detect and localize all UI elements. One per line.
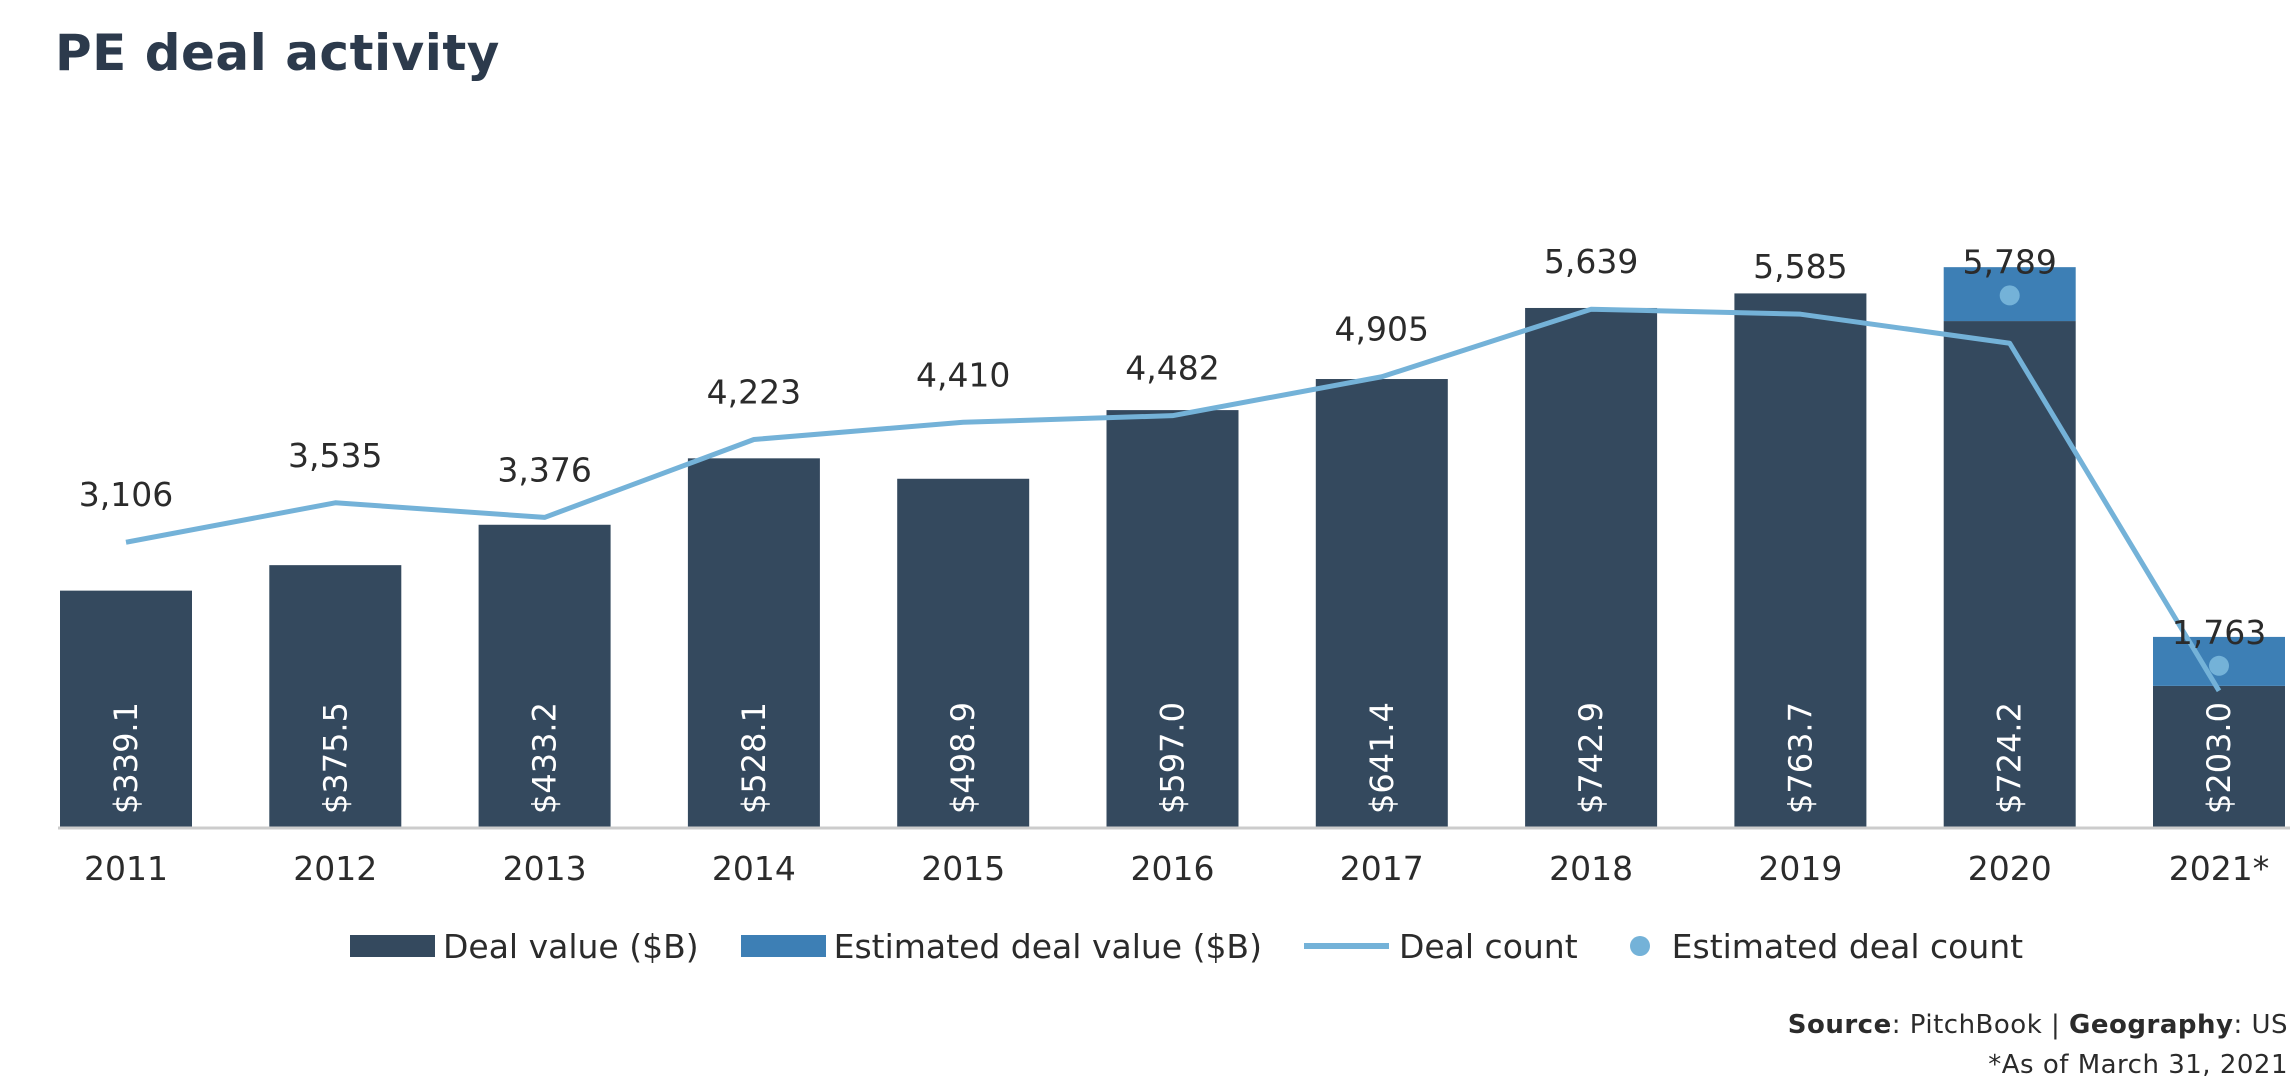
chart-plot: $339.1 2011 $375.5 2012 $433.2 2013 $528.1 2014… xyxy=(58,242,2290,888)
legend-swatch-estimated-deal-count xyxy=(1629,936,1650,956)
deal-value-label-2018: $742.9 xyxy=(1572,702,1610,814)
deal-value-label-2017: $641.4 xyxy=(1363,702,1401,814)
deal-count-label-2012: 3,535 xyxy=(288,436,382,475)
bar-deal-value-2015 xyxy=(897,478,1030,828)
x-tick-label-2011: 2011 xyxy=(84,849,168,888)
bar-deal-value-2018 xyxy=(1525,307,1658,829)
x-tick-label-2019: 2019 xyxy=(1758,849,1842,888)
legend-label-deal-count: Deal count xyxy=(1398,926,1578,966)
estimated-count-point-2020 xyxy=(1999,285,2020,306)
bar-deal-value-2011 xyxy=(60,590,192,828)
legend-item-estimated-deal-count: Estimated deal count xyxy=(1620,927,2023,966)
estimated-count-point-2021 xyxy=(2209,655,2229,676)
deal-value-label-2016: $597.0 xyxy=(1154,702,1192,814)
chart-title: PE deal activity xyxy=(55,24,500,82)
legend-item-deal-count: Deal count xyxy=(1303,926,1578,966)
source-note: Source: PitchBook | Geography: US xyxy=(1788,1010,2288,1040)
legend: Deal value ($B) Estimated deal value ($B… xyxy=(350,922,2065,970)
bar-deal-value-2019 xyxy=(1734,293,1867,828)
deal-value-label-2014: $528.1 xyxy=(735,702,773,814)
bar-deal-value-2012 xyxy=(269,565,402,828)
x-tick-label-2015: 2015 xyxy=(921,849,1005,888)
deal-count-label-2019: 5,585 xyxy=(1753,247,1847,286)
deal-value-label-2019: $763.7 xyxy=(1781,702,1819,814)
x-tick-label-2018: 2018 xyxy=(1549,849,1633,888)
bar-deal-value-2020 xyxy=(1943,321,2076,828)
deal-count-label-2013: 3,376 xyxy=(497,450,591,489)
deal-count-label-2020: 5,789 xyxy=(1962,242,2056,281)
x-tick-label-2016: 2016 xyxy=(1131,849,1215,888)
source-value: : PitchBook | xyxy=(1891,1010,2070,1040)
deal-count-label-2011: 3,106 xyxy=(79,475,173,514)
legend-label-estimated-deal-value: Estimated deal value ($B) xyxy=(833,926,1262,966)
deal-count-label-2016: 4,482 xyxy=(1125,349,1219,388)
bar-deal-value-2013 xyxy=(478,524,611,828)
deal-count-label-2017: 4,905 xyxy=(1335,310,1429,349)
deal-value-label-2011: $339.1 xyxy=(107,702,145,814)
bar-deal-value-2017 xyxy=(1315,379,1448,828)
deal-count-label-2014: 4,223 xyxy=(707,372,801,411)
legend-swatch-deal-value xyxy=(350,935,435,957)
deal-value-label-2015: $498.9 xyxy=(944,702,982,814)
legend-swatch-estimated-deal-value xyxy=(740,935,826,957)
x-tick-label-2013: 2013 xyxy=(503,849,587,888)
deal-count-line xyxy=(125,306,2222,693)
legend-item-deal-value: Deal value ($B) xyxy=(350,927,699,966)
x-tick-label-2017: 2017 xyxy=(1340,849,1424,888)
bar-deal-value-2014 xyxy=(687,458,820,828)
bar-deal-value-2021 xyxy=(2153,685,2285,828)
legend-label-deal-value: Deal value ($B) xyxy=(443,926,699,966)
legend-swatch-deal-count xyxy=(1303,943,1389,949)
x-tick-label-2021: 2021* xyxy=(2169,849,2269,888)
x-tick-label-2012: 2012 xyxy=(293,849,377,888)
x-tick-label-2014: 2014 xyxy=(712,849,796,888)
geography-label: Geography xyxy=(2069,1010,2234,1040)
deal-value-label-2012: $375.5 xyxy=(316,702,354,814)
geography-value: : US xyxy=(2233,1010,2288,1040)
source-label: Source xyxy=(1787,1010,1892,1040)
deal-value-label-2020: $724.2 xyxy=(1991,702,2029,814)
deal-count-label-2021: 1,763 xyxy=(2172,613,2266,652)
legend-label-estimated-deal-count: Estimated deal count xyxy=(1671,926,2024,966)
deal-value-label-2021: $203.0 xyxy=(2200,702,2238,814)
deal-count-label-2018: 5,639 xyxy=(1544,242,1638,281)
legend-item-estimated-deal-value: Estimated deal value ($B) xyxy=(740,926,1262,966)
bar-deal-value-2016 xyxy=(1106,410,1239,828)
x-tick-label-2020: 2020 xyxy=(1968,849,2052,888)
deal-value-label-2013: $433.2 xyxy=(526,702,564,814)
deal-count-label-2015: 4,410 xyxy=(916,355,1010,394)
as-of-note: *As of March 31, 2021 xyxy=(1988,1050,2288,1080)
